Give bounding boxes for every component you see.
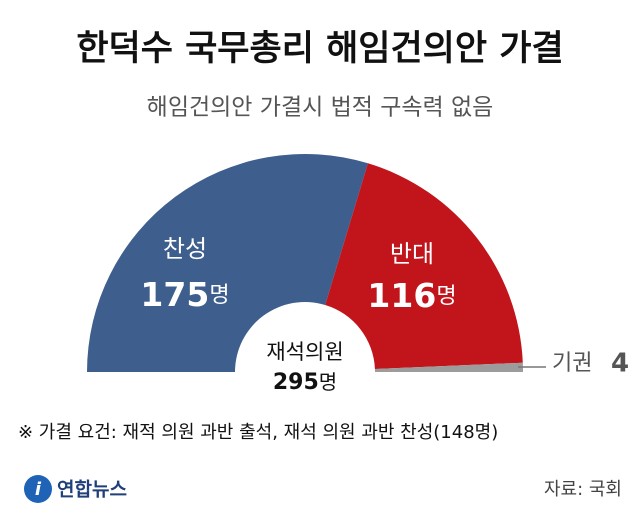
logo-glyph: i [35,479,42,500]
segment [325,163,523,370]
value-unit: 명 [209,283,229,308]
note: ※ 가결 요건: 재적 의원 과반 출석, 재석 의원 과반 찬성(148명) [18,422,498,443]
value-number: 175 [140,275,209,314]
center-label: 재석의원 [266,340,343,364]
total-unit: 명 [319,370,337,394]
logo-icon [24,475,52,503]
logo: i 연합뉴스 [24,475,127,503]
total-number: 295 [273,370,319,395]
chart-title: 한덕수 국무총리 해임건의안 가결 [76,29,563,69]
value-label: 116명 [367,276,456,315]
total-label: 295명 [273,370,337,396]
category-label: 기권 [552,351,592,376]
source: 자료: 국회 [544,479,622,500]
segment [86,154,368,372]
logo-text: 연합뉴스 [57,479,127,501]
chart-subtitle: 해임건의안 가결시 법적 구속력 없음 [147,95,494,121]
value-label: 175명 [140,275,229,314]
value-number: 116 [367,276,436,315]
category-label: 반대 [390,240,434,268]
category-label: 찬성 [163,235,207,263]
value-unit: 명 [436,284,456,309]
segment [374,362,523,372]
value-label: 4 [611,349,629,379]
